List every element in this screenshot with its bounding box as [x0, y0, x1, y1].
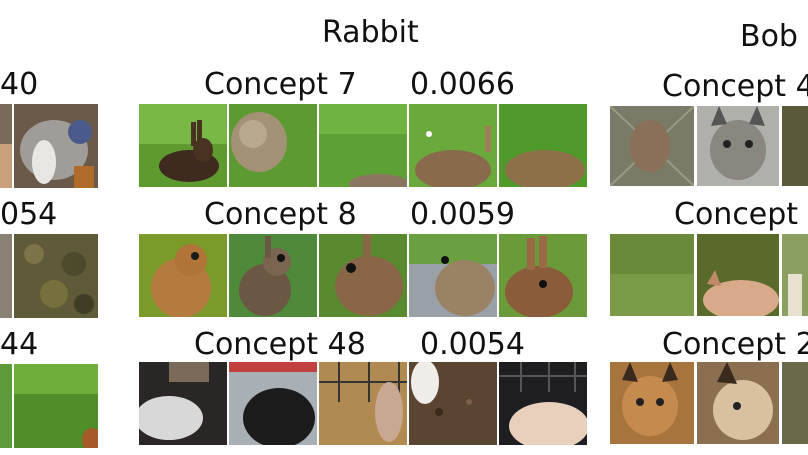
- rabbit-image-r1-3: [319, 104, 407, 187]
- concept-score: 0.0066: [410, 67, 515, 102]
- left-row3-score: 44: [0, 327, 39, 362]
- left-row1-image-1: [0, 104, 12, 188]
- rabbit-image-r1-1: [139, 104, 227, 187]
- right-row1-concept: Concept 4: [662, 69, 808, 104]
- rabbit-image-r2-5: [499, 234, 587, 317]
- left-row2-image-1: [0, 234, 12, 318]
- rabbit-image-r2-4: [409, 234, 497, 317]
- rabbit-image-r1-2: [229, 104, 317, 187]
- right-row3-concept: Concept 2: [662, 327, 808, 362]
- lynx-image-r1-1: [610, 106, 694, 186]
- concept-label: Concept 48: [194, 327, 366, 362]
- concept-score: 0.0054: [420, 327, 525, 362]
- right-panel-title: Bob: [740, 19, 798, 54]
- rabbit-image-r1-5: [499, 104, 587, 187]
- left-row1-image-2: [14, 104, 98, 188]
- concept-label: Concept 8: [204, 197, 357, 232]
- lynx-image-r1-2: [697, 106, 779, 186]
- left-row2-image-2: [14, 234, 98, 318]
- lynx-image-r2-1: [610, 234, 694, 316]
- rabbit-image-r1-4: [409, 104, 497, 187]
- lynx-image-r3-1: [610, 362, 694, 444]
- lynx-image-r1-3: [782, 106, 808, 186]
- lynx-image-r3-2: [697, 362, 779, 444]
- left-row2-score: 054: [0, 197, 58, 232]
- rabbit-image-r3-3: [319, 362, 407, 445]
- rabbit-image-r2-2: [229, 234, 317, 317]
- left-row3-image-2: [14, 364, 98, 448]
- right-row2-concept: Concept: [674, 197, 799, 232]
- rabbit-image-r2-3: [319, 234, 407, 317]
- concept-score: 0.0059: [410, 197, 515, 232]
- rabbit-image-r2-1: [139, 234, 227, 317]
- lynx-image-r3-3: [782, 362, 808, 444]
- rabbit-image-r3-5: [499, 362, 587, 445]
- left-row1-score: 40: [0, 67, 39, 102]
- rabbit-image-r3-2: [229, 362, 317, 445]
- lynx-image-r2-2: [697, 234, 779, 316]
- panel-title: Rabbit: [322, 15, 419, 50]
- left-row3-image-1: [0, 364, 12, 448]
- rabbit-image-r3-1: [139, 362, 227, 445]
- rabbit-image-r3-4: [409, 362, 497, 445]
- concept-label: Concept 7: [204, 67, 357, 102]
- lynx-image-r2-3: [782, 234, 808, 316]
